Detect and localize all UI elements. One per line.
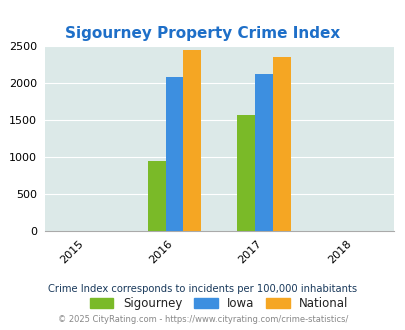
Legend: Sigourney, Iowa, National: Sigourney, Iowa, National — [85, 292, 352, 315]
Bar — [237, 115, 254, 231]
Bar — [165, 77, 183, 231]
Text: Crime Index corresponds to incidents per 100,000 inhabitants: Crime Index corresponds to incidents per… — [48, 284, 357, 294]
Bar — [147, 161, 165, 231]
Text: © 2025 CityRating.com - https://www.cityrating.com/crime-statistics/: © 2025 CityRating.com - https://www.city… — [58, 315, 347, 324]
Bar — [254, 74, 272, 231]
Bar — [183, 50, 201, 231]
Text: Sigourney Property Crime Index: Sigourney Property Crime Index — [65, 26, 340, 41]
Bar — [272, 56, 290, 231]
